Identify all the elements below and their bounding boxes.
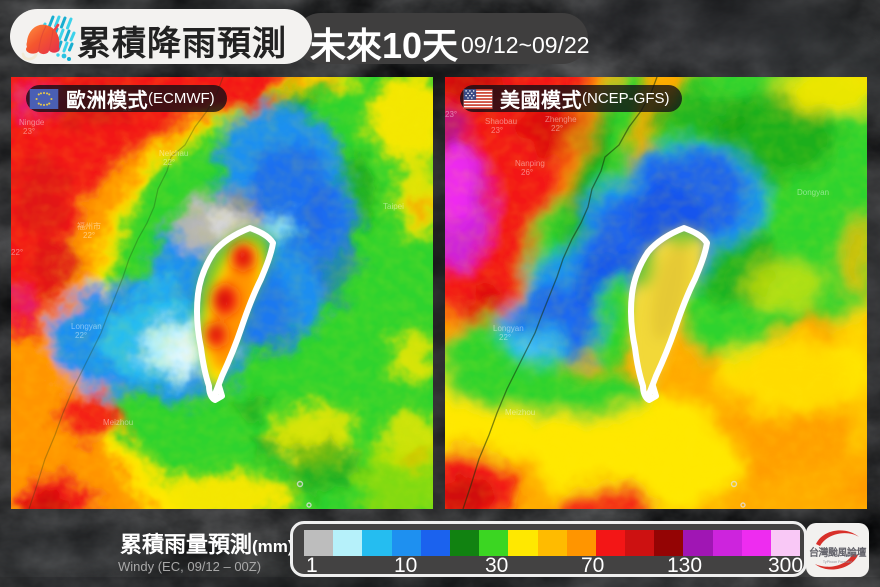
- svg-text:Meizhou: Meizhou: [103, 418, 133, 427]
- svg-text:22°: 22°: [83, 231, 95, 240]
- svg-text:22°: 22°: [551, 124, 563, 133]
- svg-text:Taipei: Taipei: [383, 202, 404, 211]
- svg-text:Ningde: Ningde: [19, 118, 45, 127]
- svg-text:台灣颱風論壇: 台灣颱風論壇: [809, 546, 866, 559]
- svg-text:TyPhoon Forecast: TyPhoon Forecast: [823, 560, 852, 564]
- svg-text:Longyan: Longyan: [493, 324, 524, 333]
- svg-text:22°: 22°: [499, 333, 511, 342]
- svg-text:Nelchau: Nelchau: [159, 149, 188, 158]
- svg-text:23°: 23°: [491, 126, 503, 135]
- svg-text:Meizhou: Meizhou: [505, 408, 535, 417]
- svg-text:23°: 23°: [23, 127, 35, 136]
- svg-text:23°: 23°: [445, 110, 457, 119]
- svg-text:Longyan: Longyan: [71, 322, 102, 331]
- svg-text:福州市: 福州市: [77, 221, 101, 231]
- svg-text:26°: 26°: [521, 168, 533, 177]
- svg-text:22°: 22°: [11, 248, 23, 257]
- svg-text:22°: 22°: [163, 158, 175, 167]
- svg-text:22°: 22°: [75, 331, 87, 340]
- svg-text:Nanping: Nanping: [515, 159, 545, 168]
- svg-text:Dongyan: Dongyan: [797, 188, 829, 197]
- svg-text:Shaobau: Shaobau: [485, 117, 517, 126]
- svg-text:Zhenghe: Zhenghe: [545, 115, 577, 124]
